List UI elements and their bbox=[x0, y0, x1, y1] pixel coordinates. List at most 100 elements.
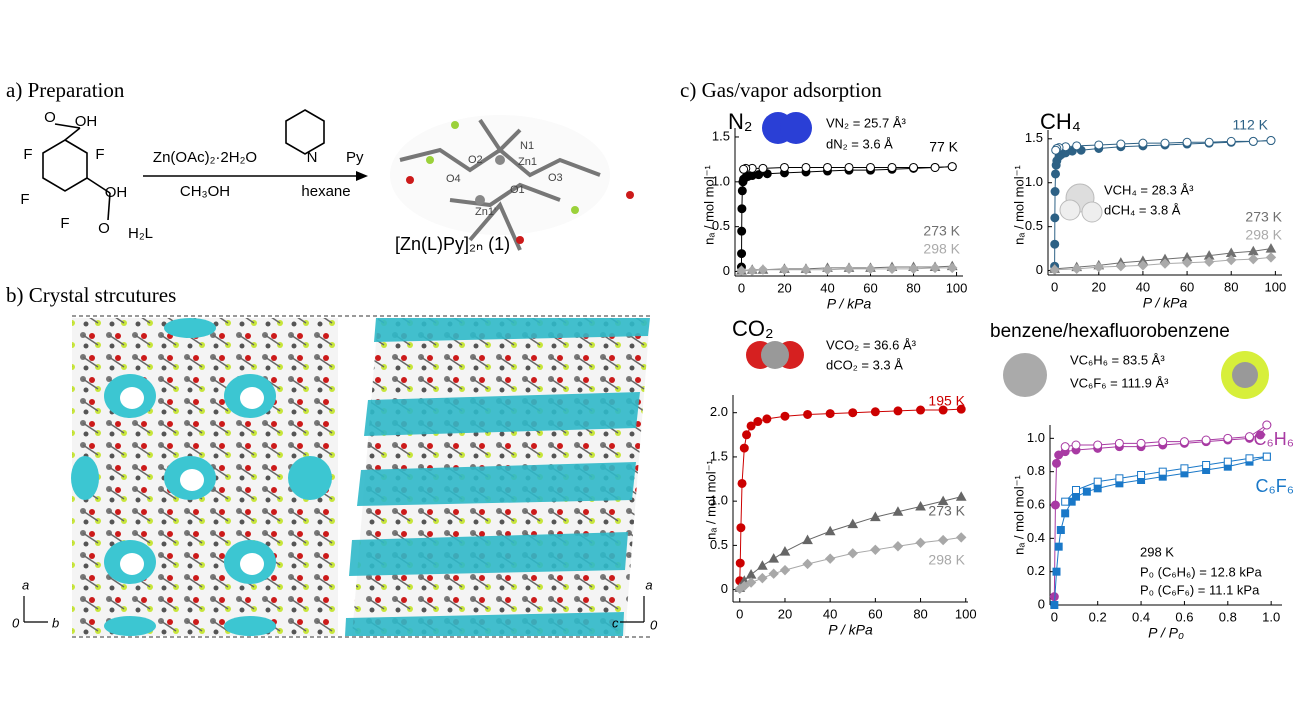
data-point bbox=[753, 417, 763, 427]
x-tick-label: 60 bbox=[1180, 279, 1194, 294]
data-point bbox=[1226, 254, 1237, 266]
x-tick-label: 40 bbox=[823, 606, 837, 621]
data-point bbox=[737, 226, 747, 236]
x-tick-label: 100 bbox=[1265, 279, 1287, 294]
solvent: CH₃OH bbox=[180, 183, 230, 200]
y-tick-label: 1.0 bbox=[712, 173, 730, 188]
y-tick-label: 1.0 bbox=[1025, 174, 1043, 189]
data-point bbox=[1138, 138, 1148, 148]
panel-title: c) Gas/vapor adsorption bbox=[680, 78, 882, 102]
data-point bbox=[735, 558, 745, 568]
data-point bbox=[1245, 454, 1254, 463]
chart-title: CO₂ bbox=[732, 316, 774, 341]
x-tick-label: 60 bbox=[863, 280, 877, 295]
atom-label: OH bbox=[105, 184, 128, 201]
y-tick-label: 0.5 bbox=[710, 537, 728, 552]
data-point bbox=[937, 534, 949, 546]
y-tick-label: 2.0 bbox=[710, 404, 728, 419]
data-point bbox=[822, 264, 833, 275]
data-point bbox=[1093, 484, 1102, 493]
series-label: 112 K bbox=[1232, 117, 1268, 133]
data-point bbox=[892, 541, 904, 552]
data-point bbox=[737, 186, 747, 196]
annotation: dCO₂ = 3.3 Å bbox=[826, 357, 903, 372]
data-point bbox=[887, 162, 897, 172]
y-tick-label: 1.5 bbox=[710, 448, 728, 463]
x-tick-label: 20 bbox=[1092, 279, 1106, 294]
data-point bbox=[1115, 261, 1127, 272]
atom-label: F bbox=[60, 215, 69, 232]
data-point bbox=[742, 430, 752, 440]
data-point bbox=[747, 265, 758, 276]
pyridine-ring bbox=[285, 109, 325, 155]
data-point bbox=[802, 558, 813, 570]
y-tick-label: 0.2 bbox=[1027, 563, 1045, 578]
axis-glyph-label: 0 bbox=[12, 615, 20, 630]
data-point bbox=[870, 544, 881, 556]
x-tick-label: 0.8 bbox=[1219, 609, 1237, 624]
data-point bbox=[1181, 257, 1193, 268]
arrow-head bbox=[356, 171, 368, 181]
atom-label: O1 bbox=[510, 184, 525, 196]
data-point bbox=[1266, 136, 1276, 146]
series-label: 273 K bbox=[923, 223, 960, 239]
atom-label: O4 bbox=[446, 173, 461, 185]
y-tick-label: 0 bbox=[1038, 596, 1045, 611]
data-point bbox=[1052, 567, 1061, 576]
data-point bbox=[1265, 243, 1277, 253]
data-point bbox=[780, 411, 790, 421]
data-point bbox=[1072, 486, 1081, 494]
data-point bbox=[1159, 258, 1171, 269]
data-point bbox=[1203, 256, 1215, 268]
data-point bbox=[824, 525, 836, 536]
data-point bbox=[865, 263, 876, 275]
data-point bbox=[1204, 137, 1214, 147]
data-point bbox=[886, 263, 898, 275]
y-tick-label: 1.0 bbox=[710, 493, 728, 508]
data-point bbox=[1049, 264, 1060, 275]
series-label: 273 K bbox=[1245, 209, 1282, 225]
data-point bbox=[1116, 139, 1126, 149]
y-tick-label: 0.6 bbox=[1027, 496, 1045, 511]
x-axis-label: P / kPa bbox=[827, 296, 872, 312]
data-point bbox=[956, 404, 966, 414]
data-point bbox=[736, 265, 747, 276]
y-tick-label: 1.0 bbox=[1027, 430, 1045, 445]
y-tick-label: 0 bbox=[1036, 262, 1043, 277]
data-point bbox=[1182, 137, 1192, 147]
series-label: C₆F₆ bbox=[1255, 476, 1294, 496]
data-point bbox=[737, 204, 747, 214]
data-point bbox=[737, 249, 747, 259]
data-point bbox=[779, 162, 789, 172]
y-axis-label: nₐ / mol mol⁻¹ bbox=[1011, 475, 1026, 555]
data-point bbox=[1050, 213, 1060, 223]
data-point bbox=[956, 532, 967, 543]
data-point bbox=[1179, 437, 1189, 447]
data-point bbox=[1201, 435, 1211, 445]
data-point bbox=[1072, 141, 1082, 151]
y-tick-label: 0.4 bbox=[1027, 530, 1045, 545]
data-point bbox=[1061, 509, 1070, 518]
data-point bbox=[1158, 437, 1168, 447]
data-point bbox=[908, 263, 919, 275]
data-point bbox=[824, 553, 836, 564]
x-tick-label: 40 bbox=[1136, 279, 1150, 294]
data-point bbox=[1265, 252, 1277, 263]
data-point bbox=[929, 262, 941, 274]
isotherm-line bbox=[740, 166, 953, 268]
data-point bbox=[1050, 187, 1060, 197]
x-tick-label: 20 bbox=[778, 606, 792, 621]
data-point bbox=[915, 537, 926, 548]
data-point bbox=[1180, 464, 1189, 473]
data-point bbox=[1093, 261, 1104, 273]
crystal-view-right bbox=[345, 318, 650, 636]
data-point bbox=[745, 569, 757, 579]
data-point bbox=[1054, 542, 1063, 551]
data-point bbox=[1051, 169, 1061, 179]
atom-label: Zn1' bbox=[475, 206, 496, 218]
x-tick-label: 0 bbox=[1051, 609, 1058, 624]
data-point bbox=[947, 162, 957, 172]
data-point bbox=[1115, 474, 1124, 483]
base: Py bbox=[346, 149, 364, 166]
